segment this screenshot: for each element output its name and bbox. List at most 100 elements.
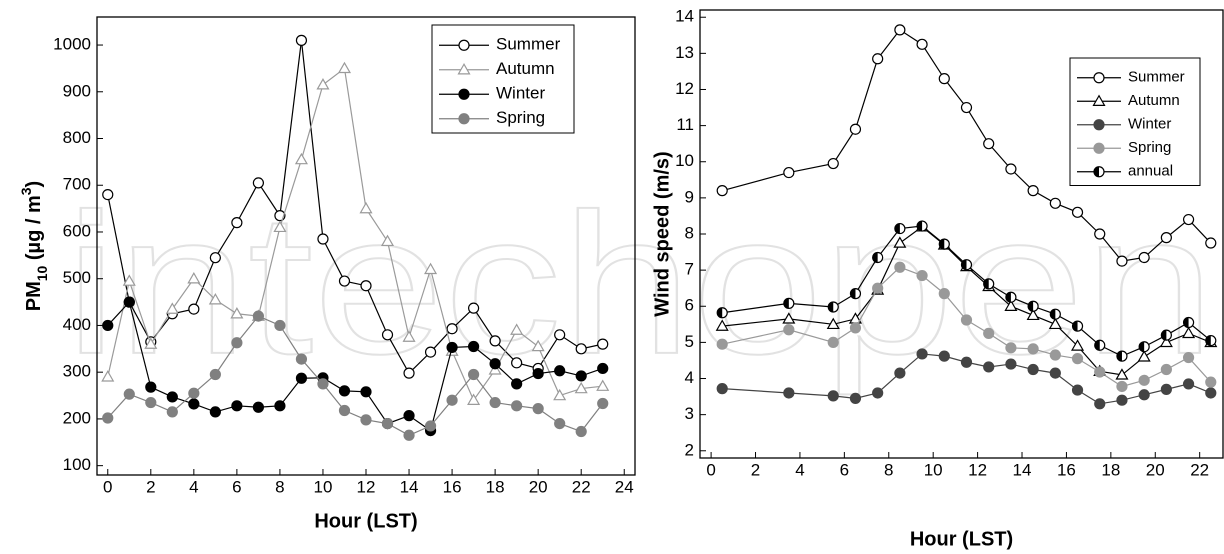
marker: [827, 157, 839, 170]
marker: [872, 282, 884, 294]
y-tick-label: 14: [675, 7, 694, 26]
marker: [102, 188, 114, 201]
marker: [1159, 335, 1173, 348]
marker: [1071, 206, 1084, 218]
marker: [1160, 363, 1172, 376]
y-tick-label: 3: [685, 404, 694, 423]
marker: [596, 379, 610, 391]
marker-half: [1094, 166, 1099, 177]
y-tick-label: 500: [63, 268, 91, 287]
marker: [338, 275, 351, 287]
marker: [1027, 363, 1039, 376]
marker: [849, 123, 862, 135]
marker: [716, 185, 728, 197]
marker-half: [939, 239, 945, 250]
marker: [575, 370, 587, 382]
y-tick-label: 300: [63, 362, 91, 381]
y-tick-label: 900: [63, 81, 91, 100]
marker: [316, 78, 330, 90]
marker: [872, 387, 884, 399]
marker: [1116, 255, 1128, 267]
marker: [1116, 394, 1128, 406]
marker: [716, 383, 728, 395]
marker-half: [1094, 340, 1100, 351]
marker: [1182, 378, 1195, 390]
legend-label: Autumn: [496, 59, 555, 78]
marker: [574, 381, 588, 394]
marker: [458, 39, 470, 51]
marker: [360, 414, 372, 426]
marker: [1071, 320, 1084, 332]
x-tick-label: 24: [615, 477, 634, 496]
marker: [1071, 339, 1085, 351]
marker: [1160, 383, 1172, 395]
marker-half: [894, 223, 900, 234]
marker: [894, 24, 906, 36]
marker: [489, 396, 501, 409]
marker: [553, 388, 567, 401]
marker: [360, 280, 372, 292]
x-tick-label: 10: [313, 477, 332, 496]
marker: [1182, 326, 1196, 339]
marker: [532, 367, 544, 380]
marker: [457, 63, 471, 75]
marker: [231, 400, 243, 412]
marker: [338, 385, 351, 397]
marker: [960, 101, 973, 114]
marker: [338, 404, 351, 417]
marker: [554, 417, 566, 430]
marker: [1005, 291, 1017, 303]
marker: [295, 34, 308, 46]
y-tick-label: 9: [685, 187, 694, 206]
marker: [188, 303, 200, 315]
marker: [1138, 389, 1150, 401]
marker: [446, 341, 458, 354]
marker-half: [1116, 351, 1122, 362]
marker: [510, 323, 524, 335]
marker: [1094, 339, 1106, 351]
x-tick-label: 0: [706, 460, 715, 479]
marker: [1027, 185, 1039, 197]
legend-label: Winter: [496, 84, 545, 103]
marker: [1049, 308, 1061, 320]
marker: [960, 314, 973, 326]
marker: [916, 220, 928, 232]
x-tick-label: 2: [751, 460, 760, 479]
legend-label: Summer: [1128, 69, 1185, 86]
marker: [1005, 342, 1017, 354]
marker: [295, 353, 308, 365]
marker: [337, 61, 352, 74]
marker-half: [717, 307, 723, 318]
y-tick-label: 600: [63, 221, 91, 240]
marker: [359, 201, 373, 214]
marker: [554, 365, 566, 377]
marker: [511, 378, 523, 390]
marker: [403, 429, 415, 441]
marker: [1160, 232, 1172, 244]
marker: [188, 387, 200, 399]
marker: [1071, 384, 1084, 396]
legend: Summer Autumn Winter Spring annual: [1069, 57, 1201, 186]
y-tick-label: 700: [63, 175, 91, 194]
marker: [783, 166, 795, 179]
y-tick-label: 6: [685, 296, 694, 315]
marker: [983, 327, 995, 339]
marker-half: [1005, 292, 1011, 303]
marker-half: [850, 288, 856, 299]
marker: [511, 357, 523, 369]
y-tick-label: 8: [685, 223, 694, 242]
marker: [467, 393, 481, 405]
y-tick-label: 200: [63, 408, 91, 427]
marker: [960, 259, 973, 271]
marker: [123, 388, 135, 400]
marker: [1048, 317, 1062, 330]
x-tick-label: 0: [103, 477, 112, 496]
marker: [716, 338, 728, 350]
marker: [1027, 343, 1039, 355]
marker: [531, 339, 545, 352]
marker: [1093, 72, 1105, 84]
marker: [916, 348, 928, 360]
y-tick-label: 11: [676, 115, 694, 134]
marker: [983, 138, 995, 150]
x-tick-label: 2: [146, 477, 155, 496]
